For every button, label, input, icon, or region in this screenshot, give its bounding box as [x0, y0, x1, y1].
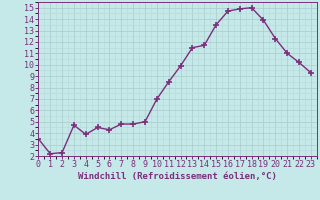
X-axis label: Windchill (Refroidissement éolien,°C): Windchill (Refroidissement éolien,°C)	[78, 172, 277, 181]
